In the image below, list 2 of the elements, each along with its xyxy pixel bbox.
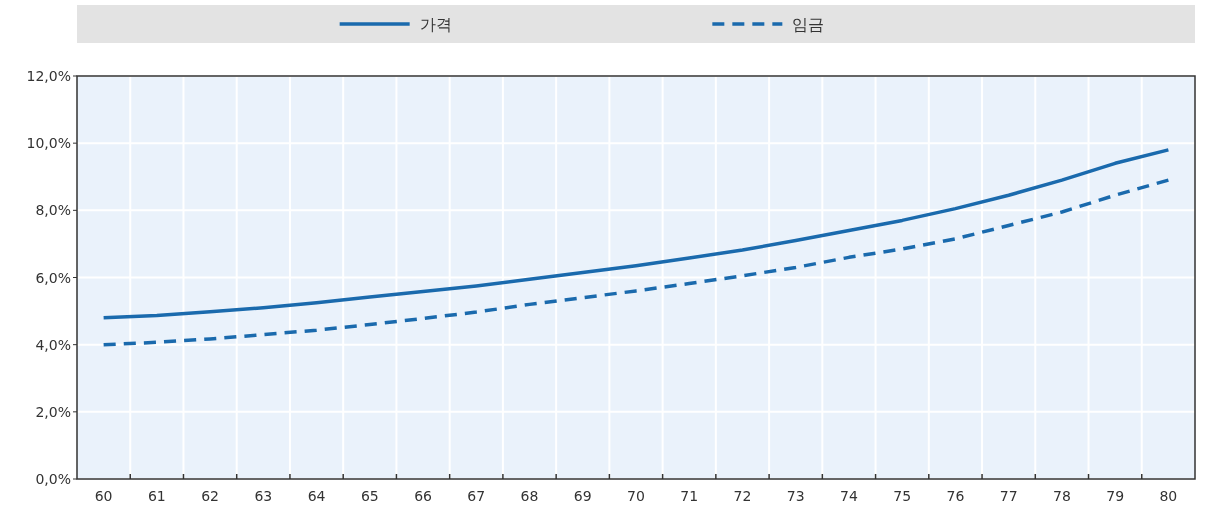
legend-label: 가격 <box>419 15 452 34</box>
legend-label: 임금 <box>792 15 825 34</box>
